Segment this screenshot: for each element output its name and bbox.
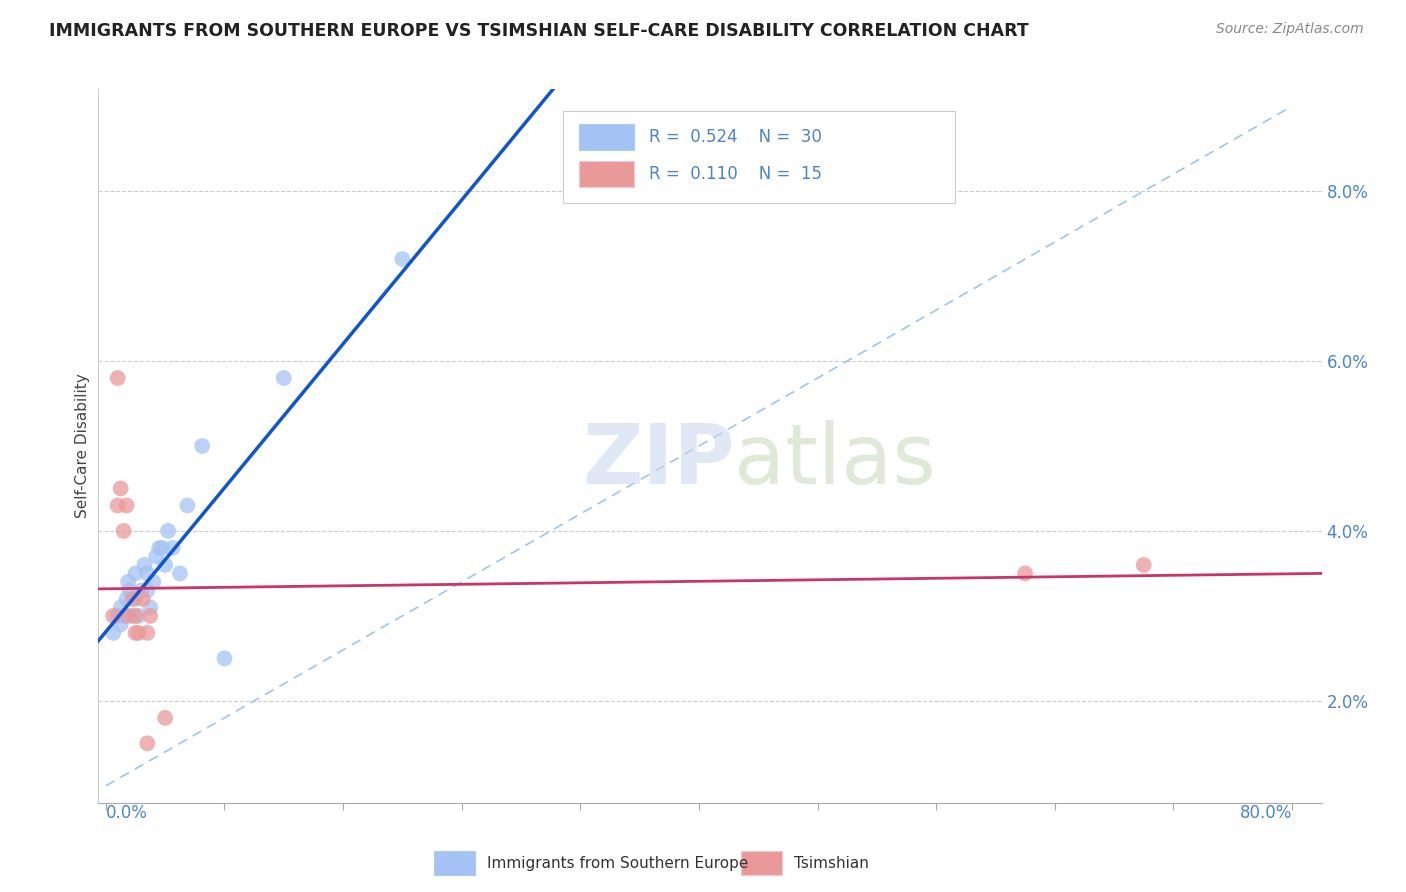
Point [117,574,139,589]
Point [112,524,135,538]
Point [103,608,125,623]
Point [110,600,132,615]
Point [273,371,295,385]
Text: 0.0%: 0.0% [105,804,148,822]
Point [162,541,184,555]
Point [136,626,159,640]
Point [139,600,162,615]
Bar [579,124,634,150]
Y-axis label: Self-Care Disability: Self-Care Disability [75,374,90,518]
Point [139,608,162,623]
Text: R =  0.524    N =  30: R = 0.524 N = 30 [650,128,823,145]
Text: Tsimshian: Tsimshian [794,855,869,871]
Bar [579,161,634,186]
Point [107,499,129,513]
Text: R =  0.110    N =  15: R = 0.110 N = 15 [650,165,823,183]
Text: 80.0%: 80.0% [1240,804,1292,822]
Point [107,371,129,385]
Point [157,524,180,538]
Point [124,591,146,606]
Point [153,711,176,725]
Text: atlas: atlas [734,420,936,500]
Point [150,541,173,555]
Bar [433,851,475,875]
Point [148,541,170,555]
Point [214,651,236,665]
Text: IMMIGRANTS FROM SOUTHERN EUROPE VS TSIMSHIAN SELF-CARE DISABILITY CORRELATION CH: IMMIGRANTS FROM SOUTHERN EUROPE VS TSIMS… [49,22,1029,40]
Text: Source: ZipAtlas.com: Source: ZipAtlas.com [1216,22,1364,37]
Point [136,583,159,598]
Point [142,574,165,589]
Point [134,558,156,572]
Point [124,626,146,640]
Text: ZIP: ZIP [582,420,734,500]
Point [124,566,146,581]
Point [1132,558,1154,572]
Text: Immigrants from Southern Europe: Immigrants from Southern Europe [486,855,748,871]
Point [136,736,159,750]
Point [121,608,143,623]
Bar [741,851,782,875]
Point [110,482,132,496]
Point [1014,566,1036,581]
Point [131,583,153,598]
Point [136,566,159,581]
Point [153,558,176,572]
Point [191,439,214,453]
Point [132,591,155,606]
Point [115,499,138,513]
Point [118,583,141,598]
Point [117,608,139,623]
Point [103,626,125,640]
Point [169,566,191,581]
Point [115,591,138,606]
Point [110,617,132,632]
Point [391,252,413,266]
Point [127,608,149,623]
Point [121,591,143,606]
Point [124,608,146,623]
Point [127,626,149,640]
Point [176,499,198,513]
Point [112,608,135,623]
Point [107,608,129,623]
Point [145,549,167,564]
